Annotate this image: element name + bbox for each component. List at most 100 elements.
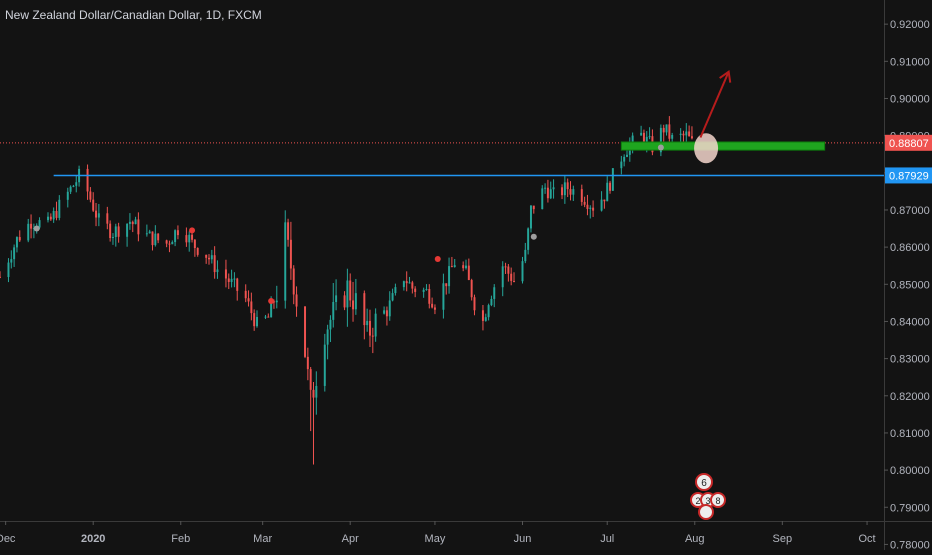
candle-2020-03-10[interactable] [287,218,290,247]
candle-2020-06-22[interactable] [580,184,583,206]
candle-2020-02-13[interactable] [213,246,216,279]
event-badges[interactable]: 62 3 8 [690,473,726,520]
candle-2020-01-20[interactable] [145,224,148,237]
candle-2020-07-24[interactable] [671,132,674,143]
candle-2020-02-20[interactable] [233,272,236,288]
event-badge[interactable] [695,473,713,491]
candle-2020-04-30[interactable] [431,297,434,309]
candle-2020-06-11[interactable] [549,181,552,200]
candle-2020-03-25[interactable] [329,315,332,343]
candle-2020-01-29[interactable] [171,240,174,245]
candle-2020-03-03[interactable] [267,313,270,318]
candle-2020-06-18[interactable] [569,181,572,201]
event-dot[interactable] [657,144,664,151]
candle-2020-03-16[interactable] [304,306,307,359]
candle-2019-12-26[interactable] [75,175,78,193]
candle-2019-12-19[interactable] [55,201,58,221]
candle-2019-12-16[interactable] [47,212,50,223]
candle-2020-03-26[interactable] [332,282,335,328]
candle-2020-04-14[interactable] [385,306,388,326]
candle-2020-06-29[interactable] [600,191,603,212]
candle-2020-07-03[interactable] [611,168,614,192]
candle-2020-04-02[interactable] [352,281,355,322]
candle-2020-04-01[interactable] [349,273,352,307]
candle-2020-01-16[interactable] [134,216,137,225]
candle-2020-03-13[interactable] [295,286,298,317]
candle-2020-06-03[interactable] [527,227,530,255]
candle-2020-05-15[interactable] [473,294,476,316]
candle-2020-05-28[interactable] [510,267,513,286]
candle-2020-01-17[interactable] [137,212,140,242]
candle-2020-07-21[interactable] [662,124,665,142]
candle-2020-04-21[interactable] [405,271,408,292]
candle-2020-02-26[interactable] [250,292,253,321]
candle-2019-12-23[interactable] [66,187,69,208]
candle-2020-04-07[interactable] [366,308,369,332]
candle-2020-03-12[interactable] [292,265,295,305]
projection-arrow-line[interactable] [699,71,730,138]
candle-2020-01-23[interactable] [154,225,157,247]
candle-2020-05-01[interactable] [433,304,436,315]
candle-2020-04-08[interactable] [368,309,371,348]
candle-2020-06-17[interactable] [566,178,569,198]
candle-2020-04-22[interactable] [408,276,411,284]
candle-2020-03-27[interactable] [335,279,338,311]
candle-2020-02-07[interactable] [196,247,199,257]
candle-2020-06-09[interactable] [544,183,547,194]
support-price-tag[interactable] [885,167,932,184]
candle-2020-04-06[interactable] [363,290,366,340]
candle-2020-05-19[interactable] [484,313,487,322]
candle-2020-07-06[interactable] [620,155,623,175]
candle-2020-05-13[interactable] [467,258,470,281]
candle-2020-07-20[interactable] [659,124,662,157]
candle-2020-02-25[interactable] [247,290,250,307]
candle-2020-02-21[interactable] [236,277,239,301]
candle-2020-06-02[interactable] [524,242,527,264]
candle-2019-12-17[interactable] [49,213,52,221]
candle-2020-02-18[interactable] [227,273,230,290]
candle-2020-04-28[interactable] [425,284,428,291]
candle-2020-01-22[interactable] [151,231,154,251]
candle-2020-02-12[interactable] [210,249,213,264]
candle-2020-02-03[interactable] [185,227,188,247]
candle-2020-02-06[interactable] [193,239,196,257]
candle-2020-01-10[interactable] [117,222,120,243]
candle-2020-07-28[interactable] [682,130,685,144]
candle-2020-01-06[interactable] [106,206,109,230]
candle-2020-04-09[interactable] [371,327,374,354]
candle-2020-03-02[interactable] [264,314,267,319]
candle-2020-05-07[interactable] [450,256,453,268]
candle-2020-04-29[interactable] [428,284,431,309]
candle-2020-04-13[interactable] [383,306,386,315]
candle-2020-02-28[interactable] [256,310,258,328]
event-dot[interactable] [33,225,40,232]
candle-2020-01-08[interactable] [111,233,114,245]
candle-2020-01-01[interactable] [92,192,95,212]
candle-2019-12-18[interactable] [52,207,55,223]
event-dot[interactable] [434,256,441,263]
candle-2020-05-22[interactable] [493,284,496,308]
candle-2020-03-19[interactable] [312,381,315,465]
price-axis[interactable]: 0.78000 0.79000 0.80000 0.81000 0.82000 0.830… [884,19,932,551]
event-badge[interactable] [698,504,714,520]
candle-2020-07-08[interactable] [626,149,628,158]
candle-2020-02-24[interactable] [244,284,247,303]
candle-2020-05-05[interactable] [445,283,448,295]
candle-2020-01-15[interactable] [131,220,134,233]
candle-2019-12-10[interactable] [30,214,33,239]
candle-2020-01-02[interactable] [95,202,98,227]
candle-2020-03-24[interactable] [326,324,329,360]
demand-zone[interactable] [620,141,826,151]
candle-2020-03-17[interactable] [306,347,309,381]
candle-2020-07-02[interactable] [609,180,612,194]
candle-2020-04-20[interactable] [402,280,405,291]
candle-2020-07-16[interactable] [648,127,651,140]
candle-2020-04-10[interactable] [374,308,377,342]
highlight-ellipse[interactable] [694,133,719,164]
candle-2020-07-27[interactable] [679,128,682,144]
candle-2019-12-03[interactable] [10,250,13,269]
candle-2020-03-23[interactable] [323,333,326,392]
candle-2020-04-23[interactable] [411,280,414,294]
candle-2019-12-25[interactable] [72,184,75,188]
event-dot[interactable] [268,298,275,305]
